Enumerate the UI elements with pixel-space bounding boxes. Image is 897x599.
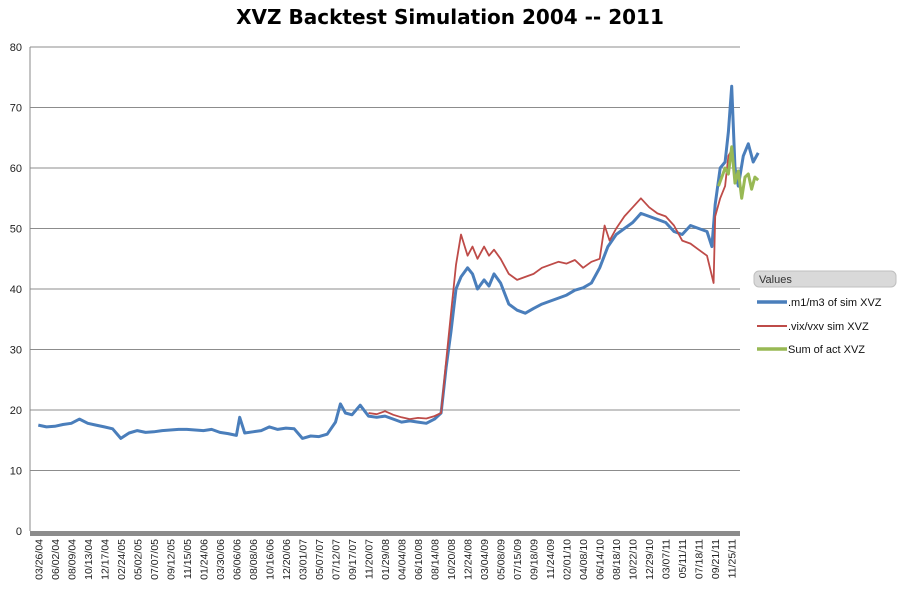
y-tick-label-0: 0 [16, 526, 22, 538]
x-tick-label-18: 07/12/07 [330, 539, 342, 580]
y-tick-label-6: 60 [10, 163, 22, 175]
x-axis-ticks: 03/26/04 06/02/04 08/09/04 10/13/04 12/17/04… [33, 539, 738, 580]
x-tick-label-6: 05/02/05 [132, 539, 144, 580]
x-tick-label-26: 12/24/08 [463, 539, 475, 580]
y-tick-label-7: 70 [10, 103, 22, 115]
y-tick-label-4: 40 [10, 284, 22, 296]
x-tick-label-8: 09/12/05 [165, 539, 177, 580]
x-tick-label-12: 06/06/06 [231, 539, 243, 580]
y-tick-label-2: 20 [10, 405, 22, 417]
x-tick-label-4: 12/17/04 [99, 539, 111, 580]
x-tick-label-1: 06/02/04 [50, 539, 62, 580]
y-tick-label-5: 50 [10, 224, 22, 236]
legend-title-box [753, 270, 897, 288]
y-tick-label-1: 10 [10, 466, 22, 478]
x-tick-label-16: 03/01/07 [297, 539, 309, 580]
x-tick-label-3: 10/13/04 [83, 539, 95, 580]
y-tick-label-8: 80 [10, 42, 22, 54]
y-axis-ticks: 0 10 20 30 40 50 60 70 80 [10, 42, 22, 538]
legend-label-1: .vix/vxv sim XVZ [788, 321, 869, 333]
x-tick-label-28: 05/08/09 [496, 539, 508, 580]
legend: Values .m1/m3 of sim XVZ .vix/vxv sim XV… [753, 270, 897, 356]
x-tick-label-10: 01/24/06 [198, 539, 210, 580]
x-tick-label-13: 08/08/06 [248, 539, 260, 580]
x-tick-label-17: 05/07/07 [314, 539, 326, 580]
x-tick-label-27: 03/04/09 [479, 539, 491, 580]
x-tick-label-30: 09/18/09 [529, 539, 541, 580]
x-tick-label-23: 06/10/08 [413, 539, 425, 580]
legend-label-0: .m1/m3 of sim XVZ [788, 297, 882, 309]
legend-title: Values [759, 274, 792, 286]
x-tick-label-41: 09/21/11 [710, 539, 722, 579]
x-tick-label-34: 06/14/10 [595, 539, 607, 580]
x-tick-label-22: 04/04/08 [397, 539, 409, 580]
x-tick-label-32: 02/01/10 [562, 539, 574, 580]
x-tick-label-25: 10/20/08 [446, 539, 458, 580]
legend-label-2: Sum of act XVZ [788, 344, 865, 356]
x-tick-label-5: 02/24/05 [116, 539, 128, 580]
x-tick-label-33: 04/08/10 [578, 539, 590, 580]
x-tick-label-35: 08/18/10 [611, 539, 623, 580]
x-tick-label-42: 11/25/11 [727, 539, 739, 578]
x-tick-label-19: 09/17/07 [347, 539, 359, 580]
x-tick-label-2: 08/09/04 [66, 539, 78, 580]
chart-title: XVZ Backtest Simulation 2004 -- 2011 [236, 5, 664, 29]
x-tick-label-36: 10/22/10 [628, 539, 640, 580]
gridlines [30, 46, 740, 471]
x-tick-label-37: 12/29/10 [644, 539, 656, 580]
x-tick-label-31: 11/24/09 [545, 539, 557, 579]
series-line-2 [717, 145, 760, 200]
x-tick-label-39: 05/11/11 [677, 539, 689, 578]
x-tick-label-24: 08/14/08 [430, 539, 442, 580]
series-line-0 [37, 84, 760, 440]
x-tick-label-11: 03/30/06 [215, 539, 227, 580]
x-axis-bar [30, 531, 740, 536]
x-tick-label-20: 11/20/07 [363, 539, 375, 579]
x-tick-label-0: 03/26/04 [33, 539, 45, 580]
x-tick-label-21: 01/29/08 [380, 539, 392, 580]
x-tick-label-40: 07/18/11 [694, 539, 706, 579]
x-tick-label-7: 07/07/05 [149, 539, 161, 580]
y-tick-label-3: 30 [10, 345, 22, 357]
x-tick-label-29: 07/15/09 [512, 539, 524, 580]
series-line-1 [368, 149, 733, 420]
x-tick-label-9: 11/15/05 [182, 539, 194, 579]
x-tick-label-15: 12/20/06 [281, 539, 293, 580]
series-lines [37, 84, 760, 440]
x-tick-label-38: 03/07/11 [661, 539, 673, 579]
x-tick-label-14: 10/16/06 [264, 539, 276, 580]
